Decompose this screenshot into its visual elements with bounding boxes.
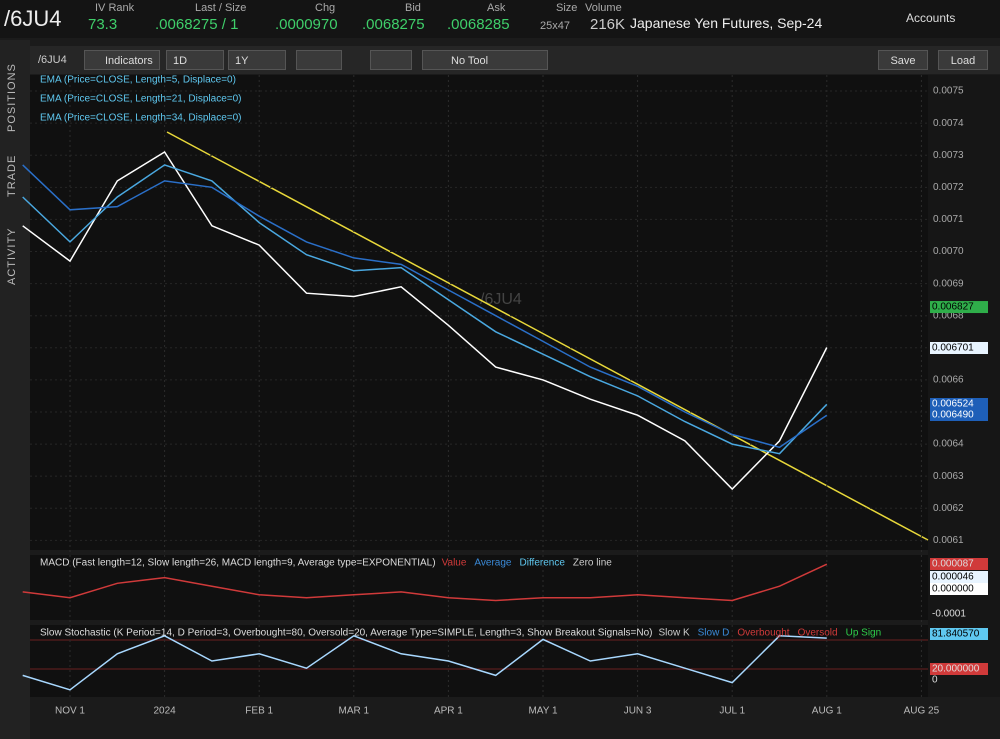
y-tick-label: 0.0068 [933, 310, 964, 321]
load-button[interactable]: Load [938, 50, 988, 70]
x-tick-label: FEB 1 [245, 706, 273, 717]
series-line [22, 150, 828, 491]
y-tick-label: 0.0064 [933, 439, 964, 450]
x-tick-label: MAY 1 [528, 706, 558, 717]
price-tag [930, 398, 988, 410]
field-value: 25x47 [540, 20, 570, 32]
value-tag [930, 628, 988, 640]
price-panel [30, 75, 928, 550]
field-label: IV Rank [95, 2, 135, 14]
y-tick-label: 0.0062 [933, 503, 964, 514]
field-value: .0000970 [275, 16, 338, 33]
field-value: .0068285 [447, 16, 510, 33]
symbol: /6JU4 [4, 6, 62, 31]
price-tag [930, 342, 988, 354]
value-tag-label: 0.000046 [932, 572, 974, 583]
field-value: .0068275 [362, 16, 425, 33]
field-label: Size [556, 2, 578, 14]
price-axis [928, 75, 1000, 697]
y-tick-label: 0.0066 [933, 375, 964, 386]
tool-select[interactable]: No Tool [422, 50, 548, 70]
x-tick-label: AUG 1 [812, 706, 842, 717]
watermark: /6JU4 [480, 291, 522, 308]
value-tag-label: 0.000087 [932, 559, 974, 570]
legend-entry: Overbought [737, 628, 789, 639]
x-tick-label: MAR 1 [339, 706, 370, 717]
legend-entry: Up Sign [846, 628, 882, 639]
y-tick-label: 0.0073 [933, 150, 964, 161]
toolbar-symbol: /6JU4 [38, 54, 67, 66]
save-button[interactable]: Save [878, 50, 928, 70]
value-tag-label: 0.000000 [932, 584, 974, 595]
value-tag-label: 20.000000 [932, 664, 980, 675]
y-tick-label: 0.0063 [933, 471, 964, 482]
value-tag [930, 583, 988, 595]
chart-type[interactable] [296, 50, 342, 70]
header [0, 0, 1000, 38]
value-tag-label: -0.0001 [932, 609, 966, 620]
price-tag [930, 409, 988, 421]
x-tick-label: APR 1 [434, 706, 463, 717]
value-tag-label: 81.840570 [932, 629, 980, 640]
series-line [22, 164, 828, 449]
period-select[interactable]: 1D [166, 50, 224, 70]
legend-entry: Slow K [659, 628, 690, 639]
y-tick-label: 0.0072 [933, 182, 964, 193]
legend-entry: Slow D [698, 628, 730, 639]
field-value: 73.3 [88, 16, 118, 33]
y-tick-label: 0.0061 [933, 535, 964, 546]
field-label: Chg [315, 2, 336, 14]
series-line [22, 563, 828, 602]
legend-entry: Average [474, 558, 512, 569]
price-tag-label: 0.006490 [932, 410, 974, 421]
legend-entry: Difference [520, 558, 566, 569]
range-select[interactable]: 1Y [228, 50, 286, 70]
price-tag-label: 0.006701 [932, 343, 974, 354]
field-value: .0068275 / 1 [155, 16, 239, 33]
accounts-button[interactable]: Accounts [906, 11, 956, 25]
value-tag-label: 0 [932, 675, 938, 686]
series-line [22, 164, 828, 455]
field-label: Bid [405, 2, 421, 14]
value-tag [930, 571, 988, 583]
legend-entry: Zero line [573, 558, 612, 569]
legend-entry: EMA (Price=CLOSE, Length=5, Displace=0) [40, 75, 236, 86]
y-tick-label: 0.0075 [933, 86, 964, 97]
x-tick-label: AUG 25 [904, 706, 940, 717]
x-tick-label: JUL 1 [719, 706, 745, 717]
sidebar [0, 40, 30, 739]
indicators-button[interactable]: Indicators [84, 50, 160, 70]
last-price-tag [930, 301, 988, 314]
field-value: 216K [590, 16, 626, 33]
legend-entry: Value [442, 558, 467, 569]
price-tag-label: 0.006524 [932, 399, 974, 410]
last-price-label: 0.006827 [932, 302, 974, 313]
legend-entry: EMA (Price=CLOSE, Length=21, Displace=0) [40, 94, 242, 105]
panel-title: Slow Stochastic (K Period=14, D Period=3… [40, 628, 653, 639]
legend-entry: EMA (Price=CLOSE, Length=34, Displace=0) [40, 113, 242, 124]
value-tag [930, 663, 988, 675]
field-label: Ask [487, 2, 506, 14]
instrument-name: Japanese Yen Futures, Sep-24 [630, 15, 823, 31]
style-select[interactable] [370, 50, 412, 70]
legend-entry: Oversold [798, 628, 838, 639]
x-tick-label: JUN 3 [624, 706, 652, 717]
y-tick-label: 0.0071 [933, 214, 964, 225]
series-line [22, 634, 827, 691]
trendline [166, 131, 929, 541]
y-tick-label: 0.0070 [933, 246, 964, 257]
x-tick-label: 2024 [153, 706, 176, 717]
panel-title: MACD (Fast length=12, Slow length=26, MA… [40, 558, 436, 569]
y-tick-label: 0.0069 [933, 278, 964, 289]
value-tag [930, 558, 988, 570]
field-label: Last / Size [195, 2, 247, 14]
x-tick-label: NOV 1 [55, 706, 85, 717]
y-tick-label: 0.0074 [933, 118, 964, 129]
macd-panel [30, 555, 928, 620]
field-label: Volume [585, 2, 622, 14]
